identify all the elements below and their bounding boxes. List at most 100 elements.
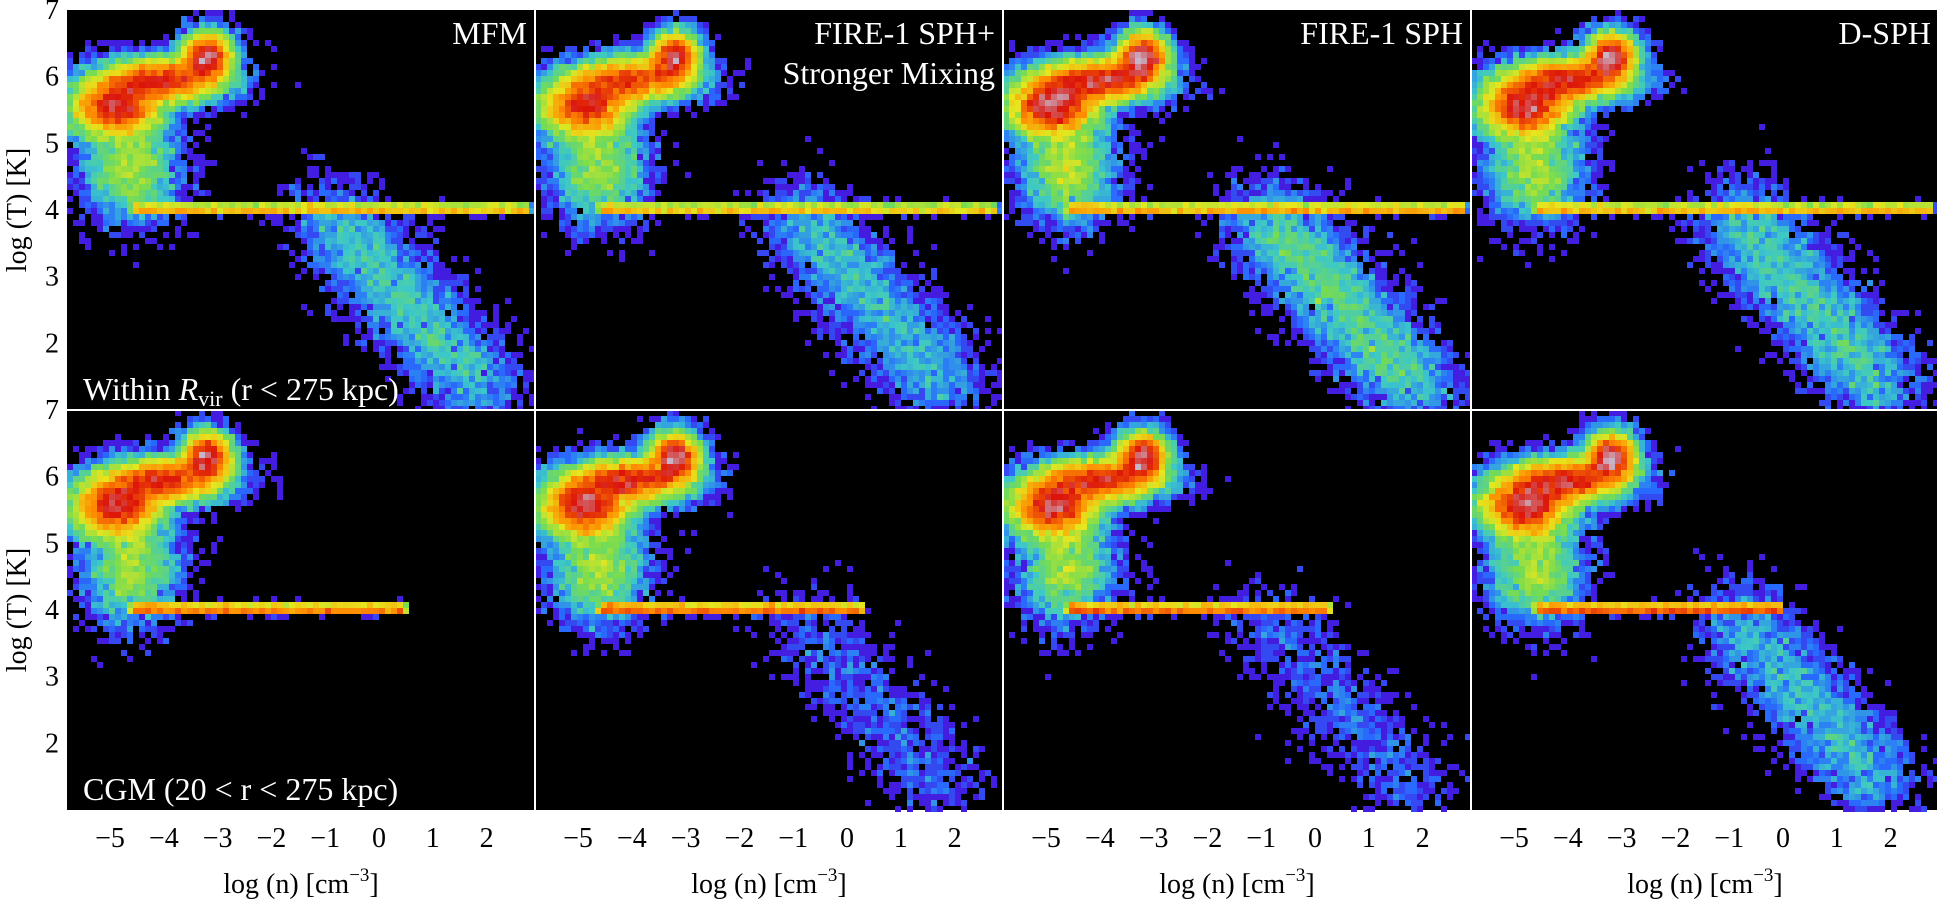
- heatmap-cell: [139, 82, 145, 88]
- heatmap-cell: [1123, 94, 1129, 100]
- heatmap-cell: [313, 196, 319, 202]
- heatmap-cell: [151, 130, 157, 136]
- heatmap-cell: [337, 232, 343, 238]
- heatmap-cell: [955, 322, 961, 328]
- heatmap-cell: [625, 178, 631, 184]
- heatmap-cell: [1303, 238, 1309, 244]
- heatmap-cell: [1117, 172, 1123, 178]
- heatmap-cell: [307, 208, 313, 214]
- heatmap-cell: [1333, 226, 1339, 232]
- heatmap-cell: [205, 202, 211, 208]
- heatmap-cell: [1213, 202, 1219, 208]
- heatmap-cell: [577, 52, 583, 58]
- heatmap-cell: [1027, 136, 1033, 142]
- heatmap-cell: [1411, 298, 1417, 304]
- heatmap-cell: [1045, 160, 1051, 166]
- heatmap-cell: [187, 154, 193, 160]
- heatmap-cell: [1213, 256, 1219, 262]
- heatmap-cell: [1237, 250, 1243, 256]
- heatmap-cell: [337, 298, 343, 304]
- heatmap-cell: [397, 370, 403, 376]
- heatmap-cell: [595, 100, 601, 106]
- heatmap-cell: [427, 220, 433, 226]
- heatmap-cell: [199, 166, 205, 172]
- heatmap-cell: [1297, 292, 1303, 298]
- heatmap-cell: [847, 262, 853, 268]
- heatmap-cell: [877, 316, 883, 322]
- heatmap-cell: [691, 202, 697, 208]
- heatmap-cell: [643, 160, 649, 166]
- heatmap-cell: [619, 220, 625, 226]
- heatmap-cell: [127, 70, 133, 76]
- heatmap-cell: [943, 292, 949, 298]
- heatmap-cell: [97, 94, 103, 100]
- heatmap-cell: [1135, 64, 1141, 70]
- heatmap-cell: [1051, 40, 1057, 46]
- heatmap-cell: [85, 64, 91, 70]
- heatmap-cell: [937, 322, 943, 328]
- heatmap-cell: [1273, 196, 1279, 202]
- heatmap-cell: [457, 370, 463, 376]
- heatmap-cell: [157, 202, 163, 208]
- heatmap-cell: [619, 148, 625, 154]
- heatmap-cell: [1345, 250, 1351, 256]
- heatmap-cell: [955, 376, 961, 382]
- heatmap-cell: [1063, 226, 1069, 232]
- heatmap-cell: [859, 352, 865, 358]
- heatmap-cell: [553, 160, 559, 166]
- heatmap-cell: [1381, 268, 1387, 274]
- heatmap-cell: [229, 100, 235, 106]
- heatmap-cell: [121, 148, 127, 154]
- heatmap-cell: [679, 202, 685, 208]
- heatmap-cell: [577, 202, 583, 208]
- heatmap-cell: [1321, 208, 1327, 214]
- heatmap-cell: [1021, 184, 1027, 190]
- heatmap-cell: [823, 298, 829, 304]
- heatmap-cell: [217, 82, 223, 88]
- heatmap-cell: [619, 70, 625, 76]
- heatmap-cell: [295, 232, 301, 238]
- heatmap-cell: [841, 316, 847, 322]
- heatmap-cell: [595, 64, 601, 70]
- heatmap-cell: [361, 274, 367, 280]
- heatmap-cell: [403, 220, 409, 226]
- heatmap-cell: [853, 208, 859, 214]
- heatmap-cell: [739, 70, 745, 76]
- heatmap-cell: [847, 190, 853, 196]
- heatmap-cell: [577, 196, 583, 202]
- heatmap-cell: [169, 112, 175, 118]
- heatmap-cell: [1117, 166, 1123, 172]
- heatmap-cell: [67, 64, 73, 70]
- heatmap-cell: [157, 46, 163, 52]
- heatmap-cell: [1297, 220, 1303, 226]
- heatmap-cell: [985, 328, 991, 334]
- heatmap-cell: [133, 160, 139, 166]
- heatmap-cell: [1015, 148, 1021, 154]
- heatmap-cell: [943, 376, 949, 382]
- heatmap-cell: [637, 40, 643, 46]
- heatmap-cell: [541, 76, 547, 82]
- heatmap-cell: [847, 328, 853, 334]
- heatmap-cell: [331, 268, 337, 274]
- heatmap-cell: [103, 202, 109, 208]
- heatmap-cell: [115, 88, 121, 94]
- heatmap-cell: [199, 46, 205, 52]
- heatmap-cell: [715, 100, 721, 106]
- heatmap-cell: [649, 28, 655, 34]
- heatmap-cell: [1153, 34, 1159, 40]
- heatmap-cell: [1075, 166, 1081, 172]
- heatmap-cell: [835, 196, 841, 202]
- heatmap-cell: [1087, 58, 1093, 64]
- heatmap-cell: [1015, 124, 1021, 130]
- heatmap-cell: [547, 106, 553, 112]
- heatmap-cell: [235, 100, 241, 106]
- heatmap-cell: [583, 94, 589, 100]
- heatmap-cell: [1051, 52, 1057, 58]
- heatmap-cell: [1063, 202, 1069, 208]
- heatmap-cell: [667, 46, 673, 52]
- heatmap-cell: [1279, 184, 1285, 190]
- heatmap-cell: [655, 112, 661, 118]
- heatmap-cell: [361, 202, 367, 208]
- heatmap-cell: [1003, 148, 1009, 154]
- heatmap-cell: [1315, 310, 1321, 316]
